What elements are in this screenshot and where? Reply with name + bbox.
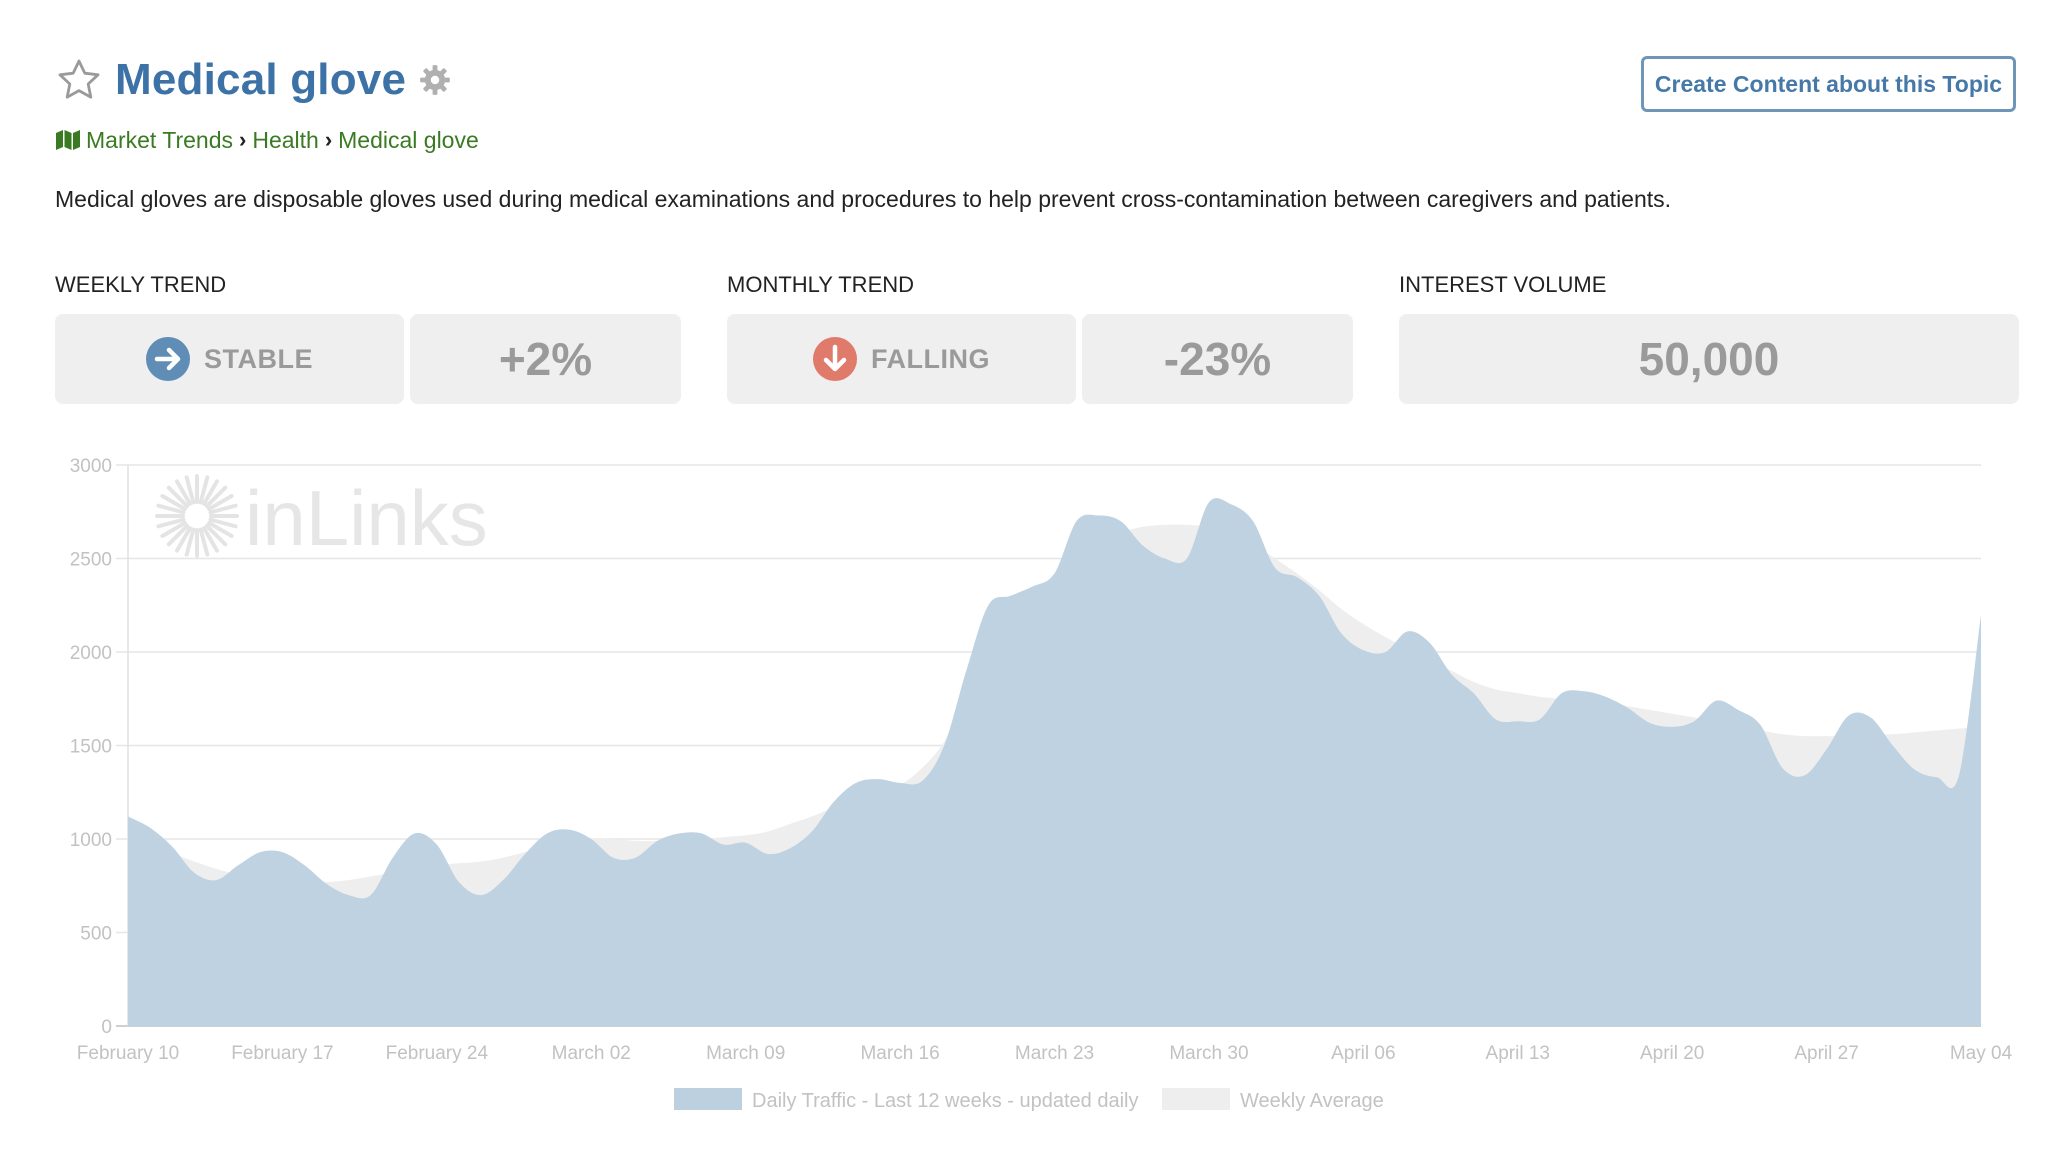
logo-ray [156, 517, 186, 529]
logo-ray [166, 485, 190, 509]
x-tick-label: April 13 [1486, 1043, 1550, 1064]
logo-ray [160, 521, 187, 538]
legend-swatch [1162, 1088, 1230, 1110]
arrow-down-circle-icon [813, 337, 857, 381]
logo-ray [204, 523, 228, 547]
y-tick-label: 1000 [70, 830, 112, 851]
weekly-trend-label: WEEKLY TREND [55, 272, 227, 297]
y-tick-label: 3000 [70, 456, 112, 477]
x-tick-label: March 23 [1015, 1043, 1094, 1064]
x-tick-label: February 24 [386, 1043, 489, 1064]
logo-ray [208, 517, 238, 529]
logo-ray [208, 503, 238, 515]
chart-y-axis: 0 500 1000 1500 2000 2500 3000 [70, 456, 112, 1038]
chart-x-axis: February 10 February 17 February 24 March 0… [77, 1043, 2013, 1064]
breadcrumb-separator: › [239, 127, 247, 152]
x-tick-label: March 30 [1169, 1043, 1248, 1064]
x-tick-label: April 20 [1640, 1043, 1704, 1064]
logo-ray [207, 521, 234, 538]
logo-ray [160, 494, 187, 511]
page-title: Medical glove [115, 55, 407, 104]
legend-swatch [674, 1088, 742, 1110]
interest-volume-value: 50,000 [1638, 333, 1780, 385]
logo-ray [207, 494, 234, 511]
interest-volume-label: INTEREST VOLUME [1399, 272, 1607, 297]
map-icon [56, 130, 80, 150]
y-tick-label: 2500 [70, 550, 112, 571]
logo-ray [198, 475, 210, 505]
weekly-change-value: +2% [498, 333, 593, 385]
weekly-trend-status: STABLE [55, 314, 404, 404]
interest-volume-box: 50,000 [1399, 314, 2019, 404]
logo-ray [184, 475, 196, 505]
inlinks-logo-icon [155, 474, 239, 558]
weekly-change-box: +2% [410, 314, 681, 404]
watermark-text: inLinks [245, 474, 488, 562]
logo-ray [175, 479, 192, 506]
traffic-chart-svg: inLinks 0 500 1000 1500 2000 2500 3000 Februar… [70, 456, 2013, 1112]
title-row: Medical glove [55, 50, 452, 110]
logo-ray [204, 485, 228, 509]
x-tick-label: April 27 [1794, 1043, 1858, 1064]
arrow-right-circle-icon [146, 337, 190, 381]
traffic-chart: inLinks 0 500 1000 1500 2000 2500 3000 Februar… [0, 440, 2048, 1140]
logo-ray [175, 526, 192, 553]
chart-areas [128, 498, 1981, 1026]
x-tick-label: February 10 [77, 1043, 179, 1064]
x-tick-label: March 02 [552, 1043, 631, 1064]
breadcrumb-separator: › [324, 127, 333, 152]
legend-label: Daily Traffic - Last 12 weeks - updated … [752, 1090, 1138, 1112]
logo-ray [202, 479, 219, 506]
x-tick-label: February 17 [231, 1043, 333, 1064]
y-tick-label: 2000 [70, 643, 112, 664]
logo-ray [198, 527, 210, 557]
series-area-daily-traffic [128, 498, 1981, 1026]
logo-ray [156, 503, 186, 515]
chart-legend: Daily Traffic - Last 12 weeks - updated … [674, 1088, 1384, 1112]
x-tick-label: May 04 [1950, 1043, 2013, 1064]
breadcrumb: Market Trends › Health › Medical glove [55, 124, 479, 156]
y-tick-label: 500 [80, 924, 112, 945]
inlinks-watermark: inLinks [155, 474, 488, 562]
monthly-change-box: -23% [1082, 314, 1353, 404]
logo-ray [166, 523, 190, 547]
logo-ray [184, 527, 196, 557]
x-tick-label: March 09 [706, 1043, 785, 1064]
breadcrumb-market-trends[interactable]: Market Trends [86, 126, 233, 153]
logo-ray [202, 526, 219, 553]
star-icon[interactable] [55, 56, 103, 104]
legend-label: Weekly Average [1240, 1090, 1384, 1112]
breadcrumb-health[interactable]: Health [252, 126, 319, 153]
monthly-change-value: -23% [1163, 333, 1272, 385]
weekly-status-text: STABLE [204, 343, 313, 374]
x-tick-label: March 16 [860, 1043, 939, 1064]
y-tick-label: 1500 [70, 737, 112, 758]
monthly-trend-label: MONTHLY TREND [727, 272, 915, 297]
breadcrumb-medical-glove[interactable]: Medical glove [338, 126, 479, 153]
create-content-button[interactable]: Create Content about this Topic [1641, 56, 2016, 112]
topic-description: Medical gloves are disposable gloves use… [55, 186, 1672, 212]
y-tick-label: 0 [101, 1017, 112, 1038]
monthly-status-text: FALLING [871, 343, 990, 374]
monthly-trend-status: FALLING [727, 314, 1076, 404]
gear-icon[interactable] [418, 63, 452, 97]
x-tick-label: April 06 [1331, 1043, 1395, 1064]
